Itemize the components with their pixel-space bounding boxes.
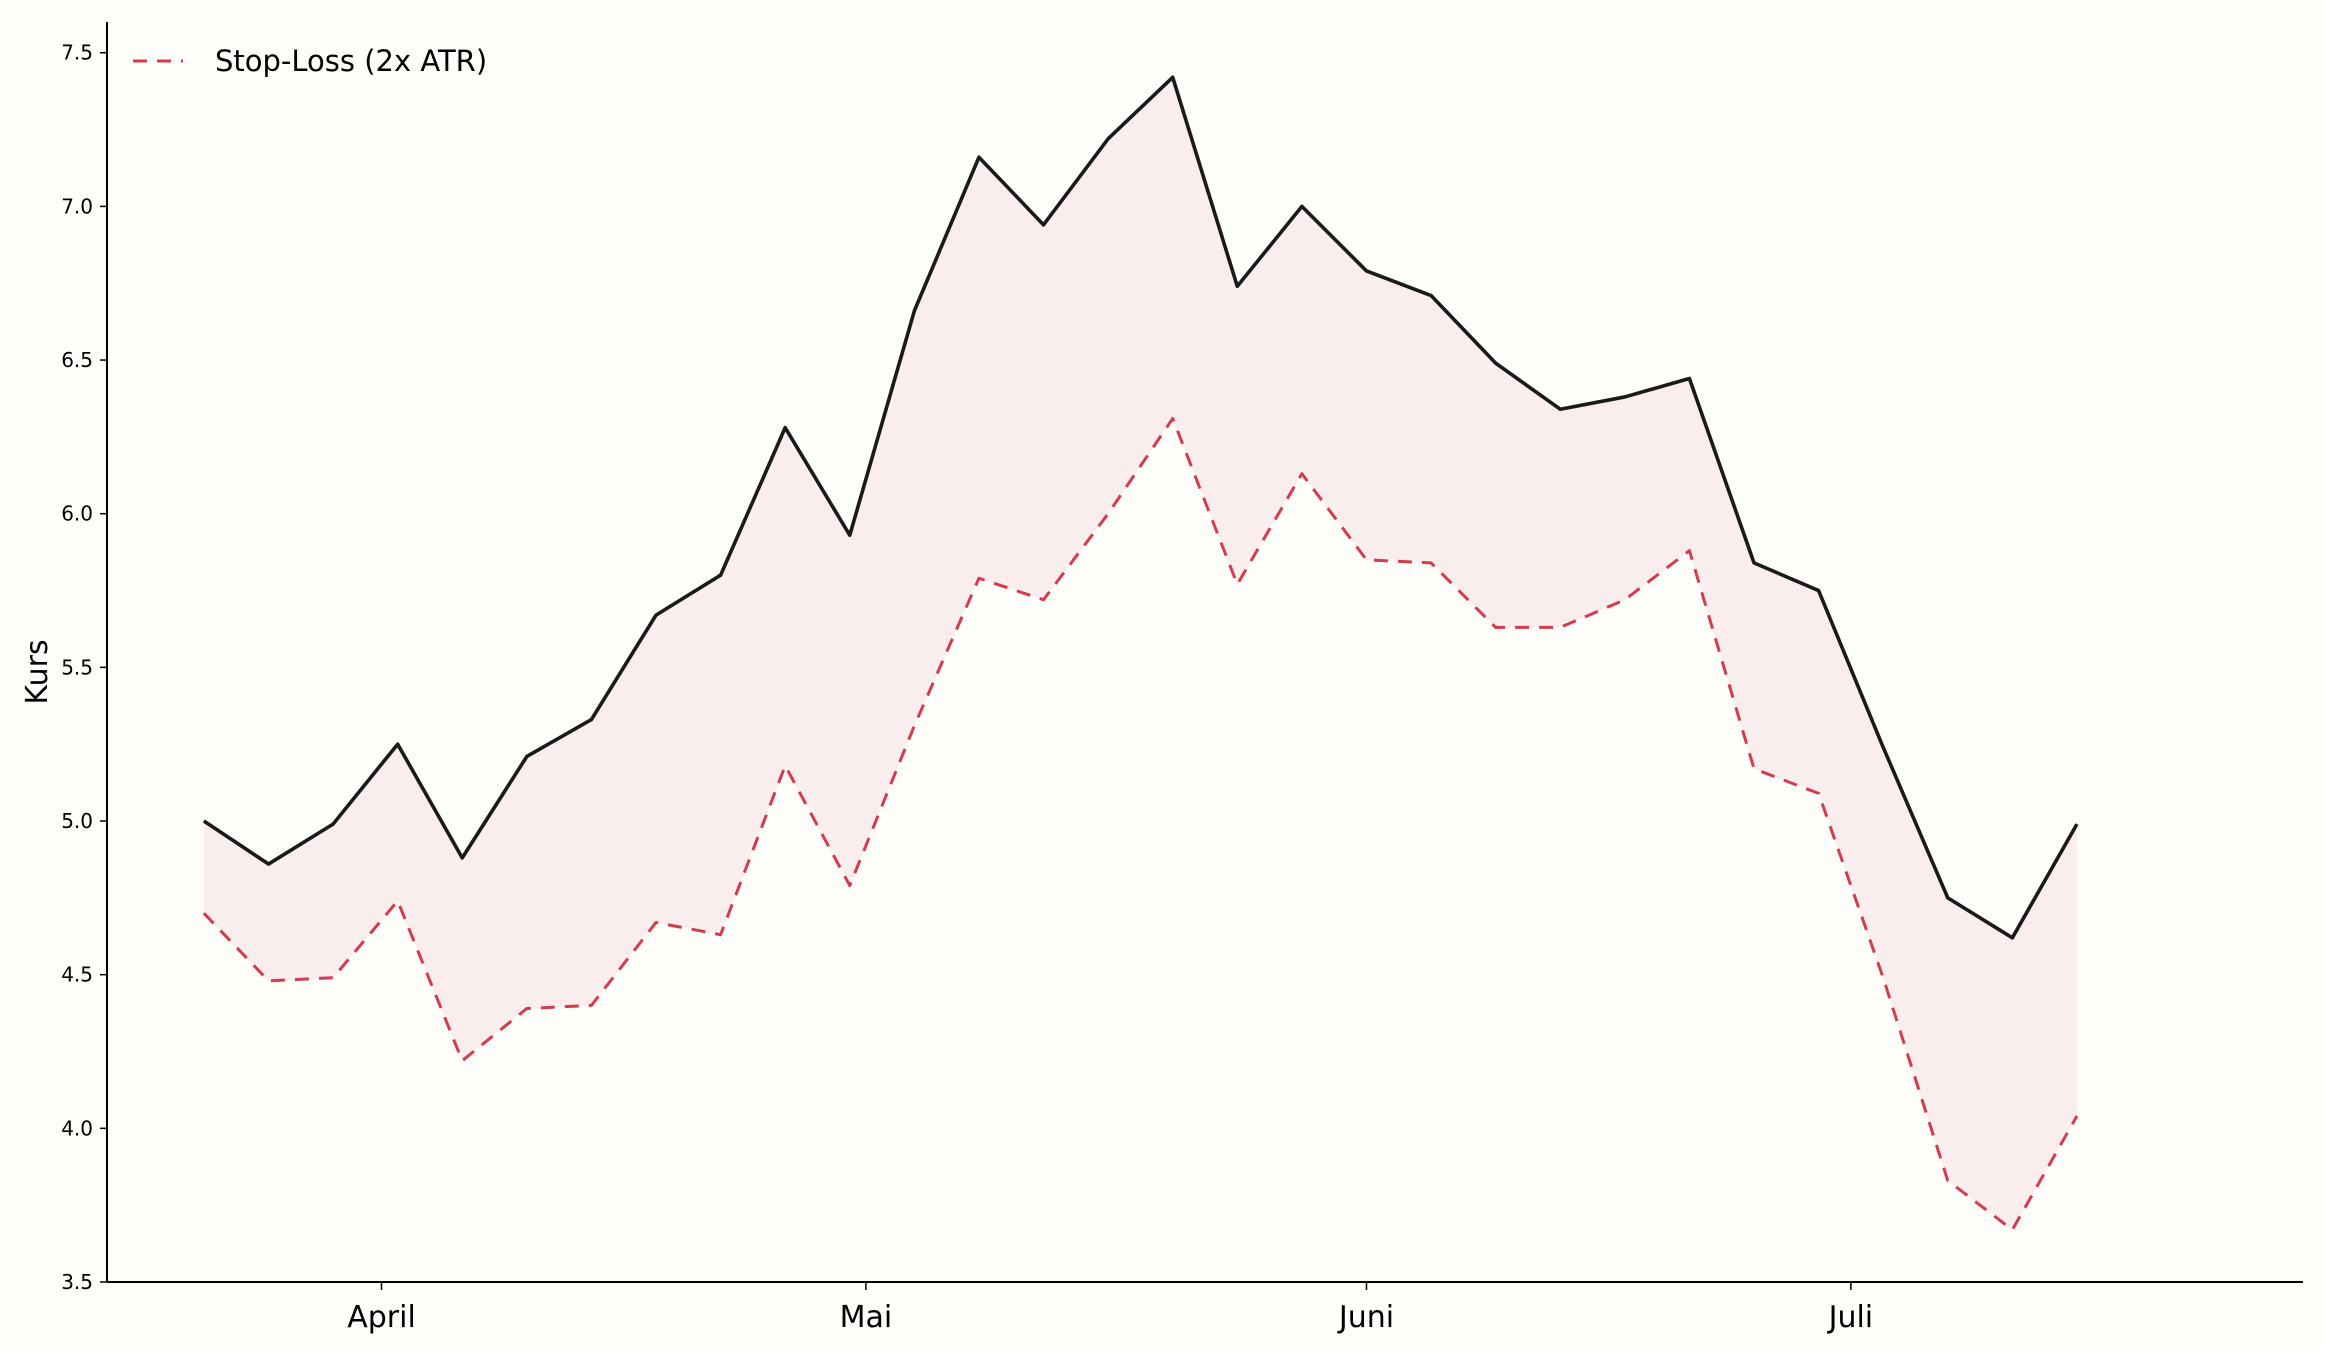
x-tick-label: April: [347, 1300, 416, 1335]
x-tick-label: Mai: [840, 1300, 893, 1335]
stop-loss-line: [202, 416, 2079, 1232]
x-tick-label: Juli: [1827, 1300, 1874, 1335]
y-tick-label: 7.0: [61, 194, 93, 218]
price-line: [202, 75, 2079, 940]
y-tick-label: 5.5: [61, 655, 93, 679]
y-tick-label: 4.5: [61, 963, 93, 987]
y-tick-label: 6.0: [61, 502, 93, 526]
y-tick-label: 4.0: [61, 1116, 93, 1140]
y-axis-label: Kurs: [20, 639, 55, 704]
legend-label-stop-loss: Stop-Loss (2x ATR): [215, 44, 487, 78]
y-tick-label: 7.5: [61, 41, 93, 65]
y-tick-label: 6.5: [61, 348, 93, 372]
risk-band-fill: [203, 77, 2077, 1230]
y-tick-label: 3.5: [61, 1270, 93, 1294]
y-tick-label: 5.0: [61, 809, 93, 833]
x-tick-label: Juni: [1337, 1300, 1394, 1335]
